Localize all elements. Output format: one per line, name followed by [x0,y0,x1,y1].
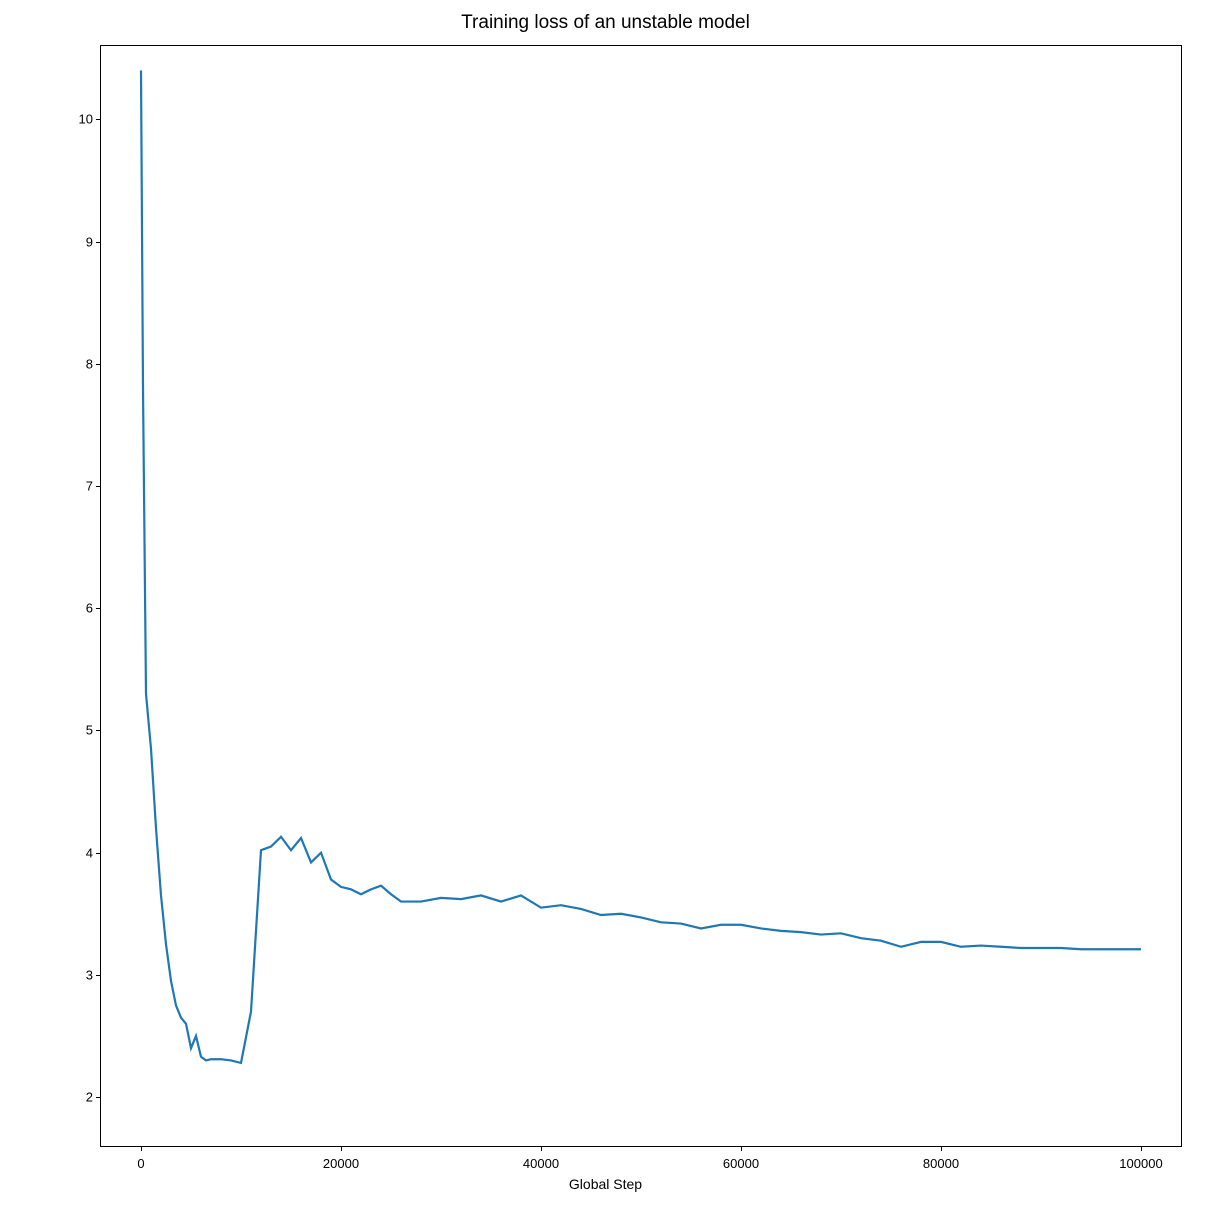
xtick-mark [741,1146,742,1151]
xtick-mark [1141,1146,1142,1151]
ytick-label: 8 [63,356,93,371]
loss-line [141,70,1141,1062]
ytick-mark [96,730,101,731]
xtick-label: 0 [137,1156,144,1171]
xtick-mark [341,1146,342,1151]
ytick-label: 2 [63,1090,93,1105]
xtick-label: 100000 [1119,1156,1162,1171]
ytick-label: 6 [63,601,93,616]
xtick-label: 40000 [523,1156,559,1171]
xtick-mark [141,1146,142,1151]
x-axis-label: Global Step [0,1176,1211,1192]
xtick-label: 20000 [323,1156,359,1171]
xtick-mark [541,1146,542,1151]
xtick-mark [941,1146,942,1151]
ytick-mark [96,608,101,609]
chart-container: Training loss of an unstable model Cross… [0,0,1211,1207]
ytick-mark [96,364,101,365]
ytick-label: 9 [63,234,93,249]
xtick-label: 60000 [723,1156,759,1171]
ytick-mark [96,1097,101,1098]
ytick-mark [96,853,101,854]
line-chart-svg [101,46,1181,1146]
ytick-label: 10 [63,112,93,127]
ytick-label: 3 [63,967,93,982]
ytick-mark [96,119,101,120]
ytick-label: 5 [63,723,93,738]
ytick-mark [96,975,101,976]
ytick-label: 7 [63,479,93,494]
xtick-label: 80000 [923,1156,959,1171]
ytick-label: 4 [63,845,93,860]
ytick-mark [96,242,101,243]
plot-area: 0200004000060000800001000002345678910 [100,45,1182,1147]
ytick-mark [96,486,101,487]
chart-title: Training loss of an unstable model [0,12,1211,34]
